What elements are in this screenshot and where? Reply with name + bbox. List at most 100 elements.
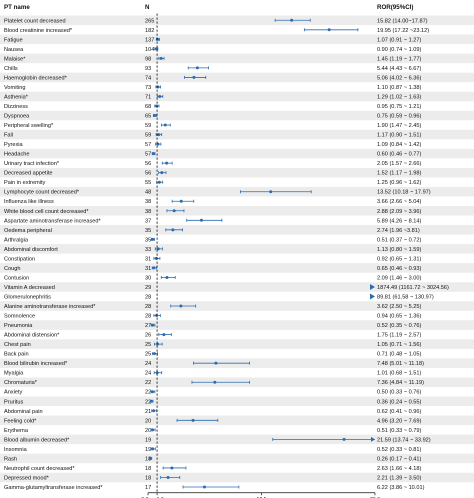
table-row: Alanine aminotransferase increased* 28 3.6…	[4, 304, 421, 310]
point-estimate	[152, 266, 156, 270]
table-row: Myalgia 24 1.01 (0.68 ~ 1.51)	[4, 371, 421, 377]
table-row: Haemoglobin decreased* 74 5.06 (4.02 ~ 6.3…	[4, 75, 421, 81]
table-row: Constipation 31 0.92 (0.65 ~ 1.31)	[4, 256, 421, 262]
n-value: 22	[145, 390, 151, 396]
ror-ci-text: 5.89 (4.26 ~ 8.14)	[377, 218, 421, 224]
point-estimate	[151, 152, 155, 156]
n-value: 35	[145, 237, 151, 243]
x-tick-label: 1.0	[157, 497, 164, 498]
row-stripe	[0, 53, 474, 64]
n-value: 56	[145, 161, 151, 167]
point-estimate	[214, 361, 218, 365]
n-value: 59	[145, 133, 151, 139]
table-row: Malaise* 98 1.45 (1.19 ~ 1.77)	[4, 56, 421, 62]
pt-name-label: Gamma-glutamyltransferase increased*	[4, 485, 103, 491]
table-row: Erythema 20 0.51 (0.33 ~ 0.79)	[4, 428, 421, 434]
row-stripe	[0, 263, 474, 273]
point-estimate	[179, 199, 183, 203]
ror-ci-text: 1.09 (0.84 ~ 1.42)	[377, 142, 421, 148]
offscale-arrow	[370, 293, 375, 300]
pt-name-label: Blood albumin decreased*	[4, 437, 70, 443]
ror-ci-text: 21.59 (13.74 ~ 33.92)	[377, 437, 431, 443]
point-estimate	[155, 371, 159, 375]
pt-name-label: Alanine aminotransferase increased*	[4, 304, 96, 310]
point-estimate	[155, 314, 159, 318]
row-stripe	[0, 34, 474, 45]
ror-ci-text: 2.09 (1.46 ~ 3.00)	[377, 275, 421, 281]
n-value: 30	[145, 275, 151, 281]
table-row: Glomerulonephritis 28 89.81 (61.58 ~ 130.9…	[4, 293, 434, 300]
n-value: 73	[145, 85, 151, 91]
n-value: 93	[145, 66, 151, 72]
n-value: 18	[145, 456, 151, 462]
n-value: 57	[145, 142, 151, 148]
ror-ci-text: 0.36 (0.24 ~ 0.55)	[377, 399, 421, 405]
ror-ci-text: 1.90 (1.47 ~ 2.45)	[377, 123, 421, 129]
ror-ci-text: 2.74 (1.96 ~3.81)	[377, 228, 420, 234]
row-stripe	[0, 206, 474, 216]
n-value: 21	[145, 409, 151, 415]
pt-name-label: White blood cell count decreased*	[4, 209, 89, 215]
point-estimate	[160, 171, 164, 175]
ror-ci-text: 2.63 (1.66 ~ 4.18)	[377, 466, 421, 472]
table-row: Oedema peripheral 35 2.74 (1.96 ~3.81)	[4, 228, 420, 234]
table-row: Fatigue 137 1.07 (0.91 ~ 1.27)	[4, 37, 421, 43]
table-row: Abdominal discomfort 33 1.13 (0.80 ~ 1.59)	[4, 247, 421, 253]
table-row: Pyrexia 57 1.09 (0.84 ~ 1.42)	[4, 142, 421, 148]
n-value: 65	[145, 114, 151, 120]
table-row: Headache 57 0.60 (0.46 ~ 0.77)	[4, 152, 421, 158]
table-row: Somnolence 28 0.94 (0.65 ~ 1.36)	[4, 314, 421, 320]
point-estimate	[327, 28, 331, 32]
table-row: Influenza like illness 38 3.66 (2.66 ~ 5.0…	[4, 199, 421, 205]
table-row: Dizziness 68 0.95 (0.75 ~ 1.21)	[4, 104, 421, 110]
header-n: N	[145, 4, 150, 11]
point-estimate	[165, 161, 169, 165]
ror-ci-text: 0.90 (0.74 ~ 1.09)	[377, 47, 421, 53]
ror-ci-text: 0.65 (0.46 ~ 0.93)	[377, 266, 421, 272]
point-estimate	[179, 304, 183, 308]
point-estimate	[202, 485, 206, 489]
table-row: Vitamin A decreased 29 1874.49 (1161.72 ~ …	[4, 283, 449, 291]
point-estimate	[156, 247, 160, 251]
pt-name-label: Pneumonia	[4, 323, 33, 329]
point-estimate	[152, 352, 156, 356]
pt-name-label: Vitamin A decreased	[4, 285, 55, 291]
n-value: 59	[145, 123, 151, 129]
row-stripe	[0, 186, 474, 197]
pt-name-label: Oedema peripheral	[4, 228, 52, 234]
point-estimate	[290, 18, 294, 22]
n-value: 35	[145, 228, 151, 234]
n-value: 20	[145, 418, 151, 424]
point-estimate	[155, 104, 159, 108]
x-tick-label: 0.0	[141, 497, 148, 498]
n-value: 33	[145, 247, 151, 253]
row-stripe	[0, 129, 474, 140]
ror-ci-text: 2.88 (2.09 ~ 3.96)	[377, 209, 421, 215]
row-stripe	[0, 415, 474, 426]
row-stripe	[0, 148, 474, 159]
point-estimate	[192, 75, 196, 79]
ror-ci-text: 6.22 (3.86 ~ 10.01)	[377, 485, 425, 491]
ror-ci-text: 19.95 (17.22 ~23.12)	[377, 28, 429, 34]
row-stripe	[0, 91, 474, 102]
ror-ci-text: 1.05 (0.71 ~ 1.56)	[377, 342, 421, 348]
row-stripe	[0, 396, 474, 407]
pt-name-label: Depressed mood*	[4, 475, 50, 481]
table-row: Depressed mood* 18 2.21 (1.39 ~ 3.50)	[4, 475, 421, 481]
x-axis: 0.0 1.0 12.5 25.0	[141, 13, 380, 498]
ror-ci-text: 5.44 (4.43 ~ 6.67)	[377, 66, 421, 72]
table-row: Cough 31 0.65 (0.46 ~ 0.93)	[4, 266, 421, 272]
ror-ci-text: 0.71 (0.48 ~ 1.05)	[377, 352, 421, 358]
n-value: 28	[145, 314, 151, 320]
header-ror: ROR(95%CI)	[377, 4, 413, 11]
ror-ci-text: 1.29 (1.02 ~ 1.63)	[377, 94, 421, 100]
pt-name-label: Platelet count decreased	[4, 18, 66, 24]
table-row: Abdominal distension* 26 1.75 (1.19 ~ 2.57…	[4, 333, 421, 339]
n-value: 182	[145, 28, 154, 34]
ror-ci-text: 0.52 (0.33 ~ 0.81)	[377, 447, 421, 453]
point-estimate	[151, 323, 155, 327]
pt-name-label: Back pain	[4, 352, 29, 358]
ror-ci-text: 0.95 (0.75 ~ 1.21)	[377, 104, 421, 110]
n-value: 18	[145, 466, 151, 472]
